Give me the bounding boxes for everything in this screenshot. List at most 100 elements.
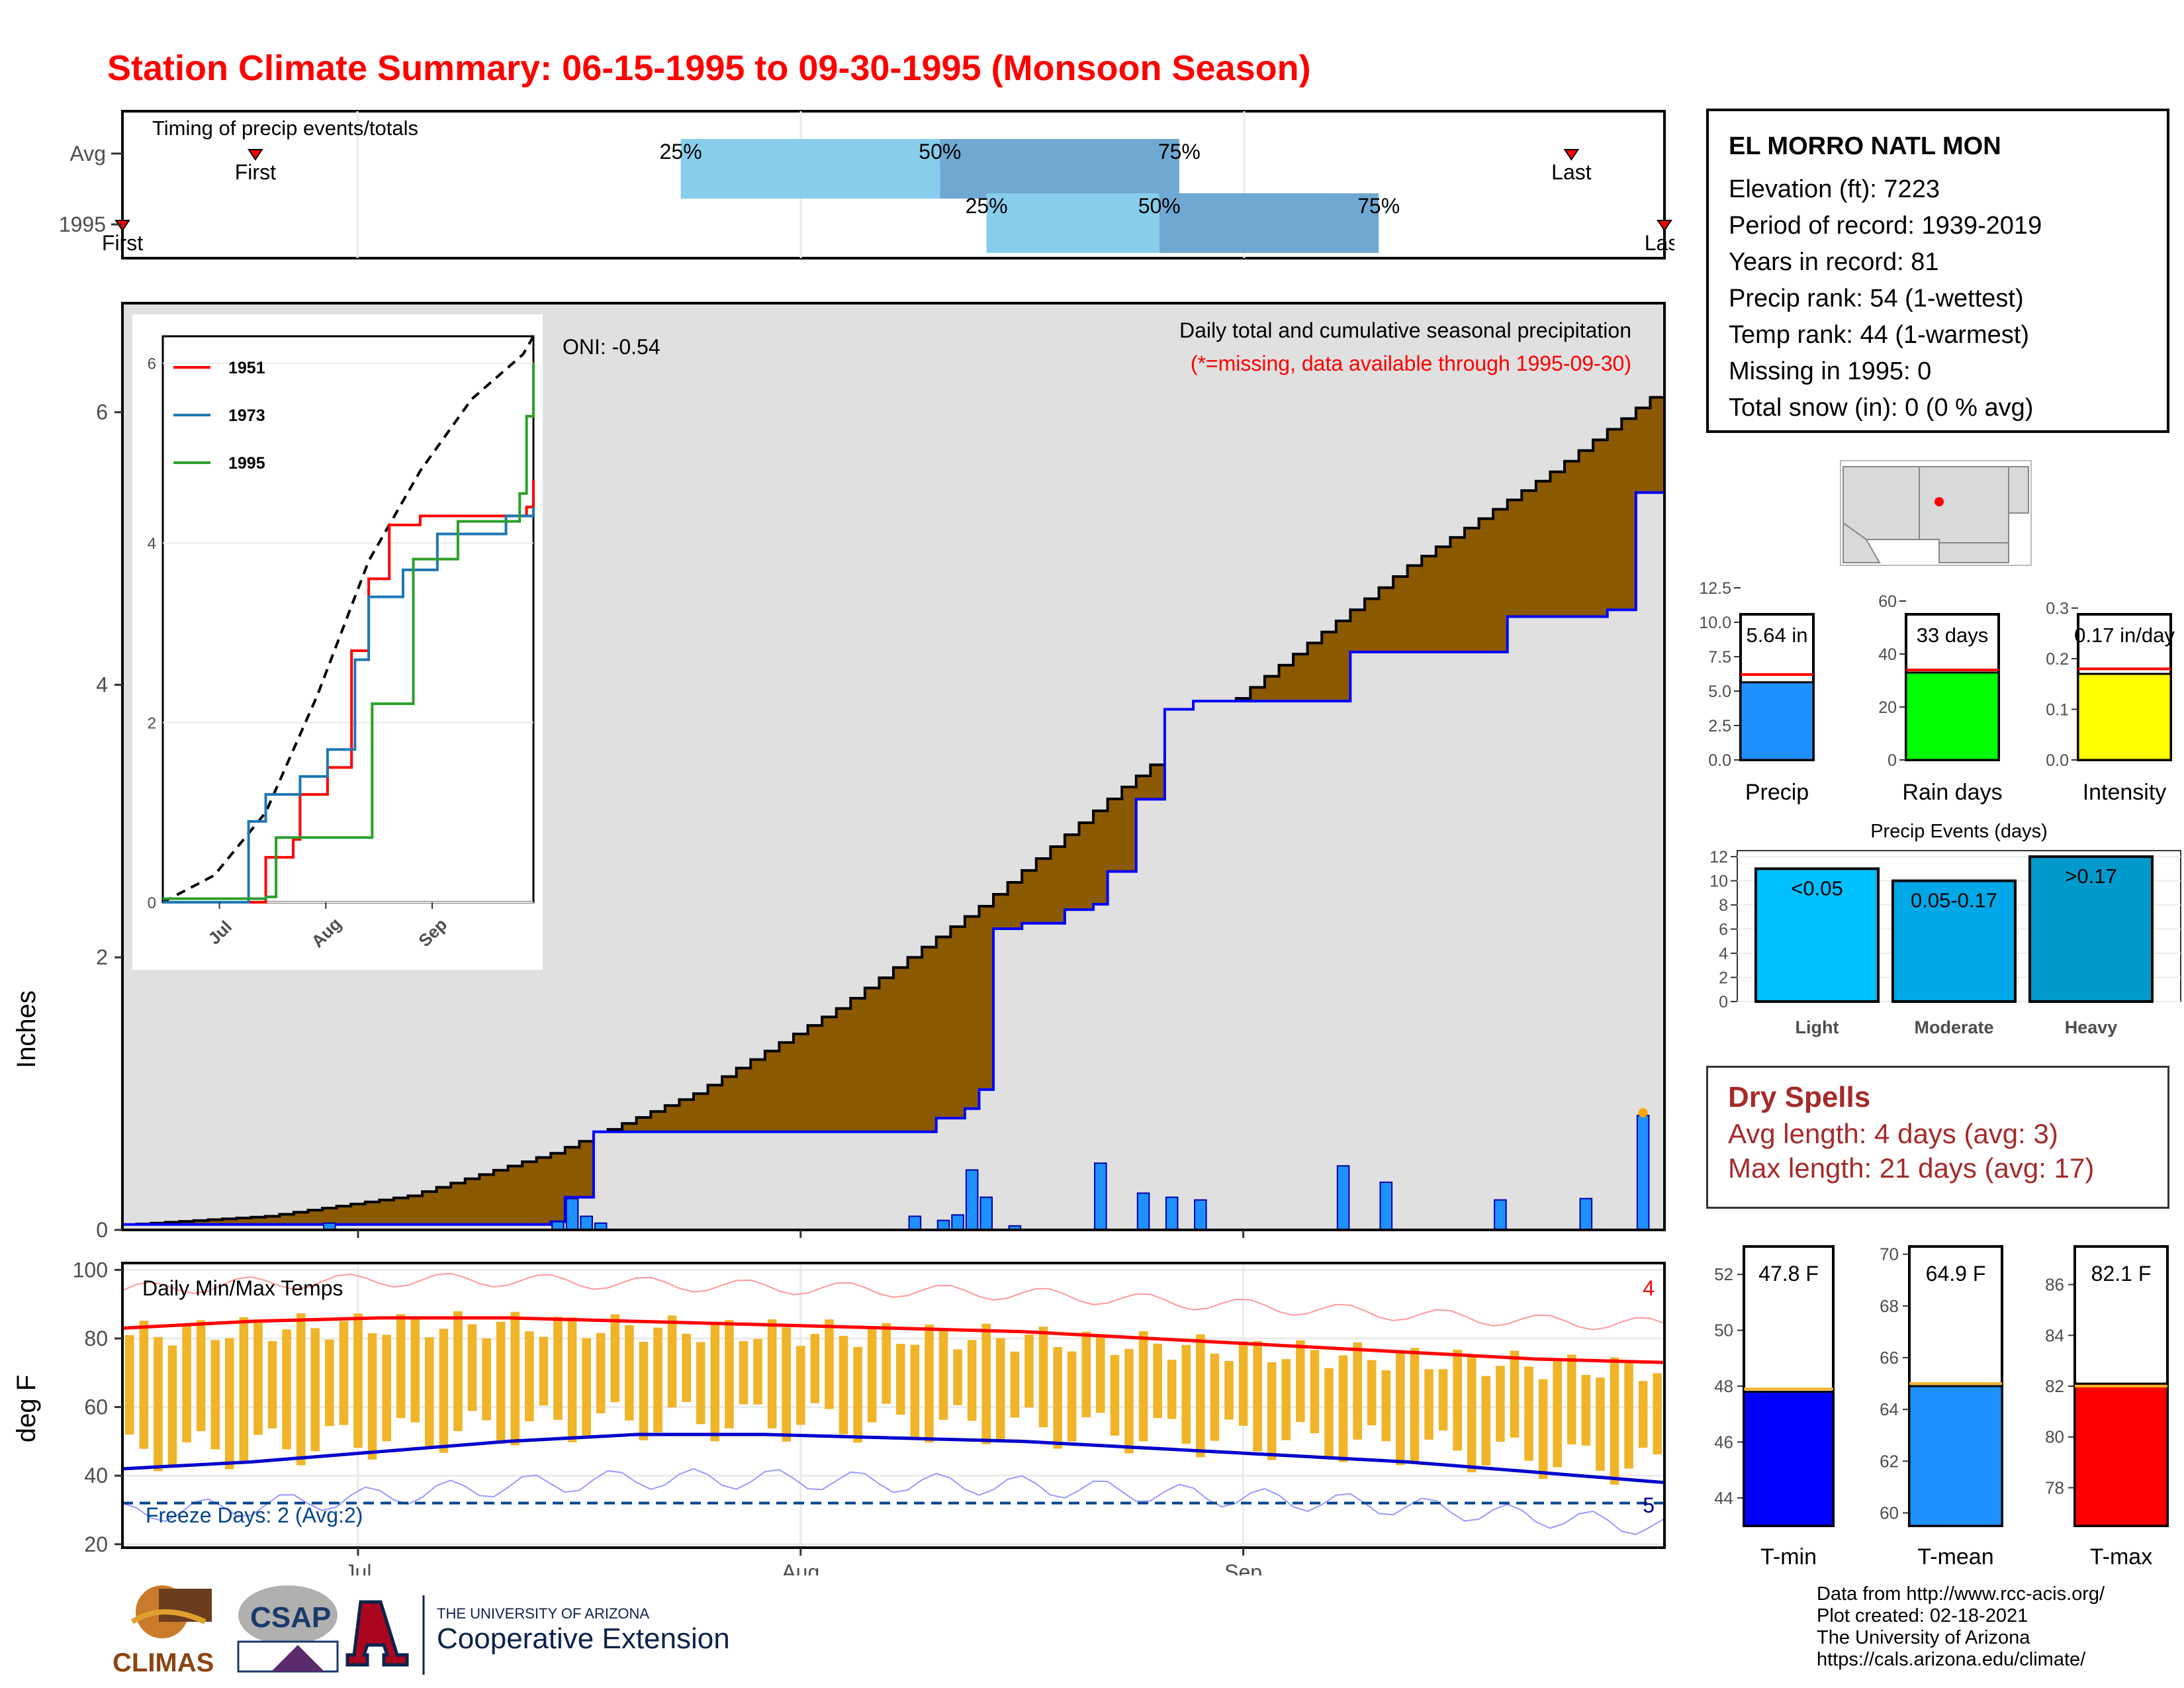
inset-line-Avg <box>162 336 535 904</box>
daily-temp-bar <box>1124 1348 1134 1454</box>
daily-precip-bar <box>580 1215 593 1231</box>
events-category: Heavy <box>2065 1017 2118 1037</box>
daily-temp-bar <box>210 1340 220 1450</box>
temp-sum-value: 64.9 F <box>1926 1262 1986 1286</box>
station-missing: Missing in 1995: 0 <box>1729 357 1932 385</box>
daily-temp-bar <box>1110 1354 1120 1436</box>
daily-temp-bar <box>154 1336 163 1472</box>
freeze-days-label: Freeze Days: 2 (Avg:2) <box>146 1503 363 1527</box>
summary-value: 33 days <box>1917 624 1989 647</box>
station-period: Period of record: 1939-2019 <box>1729 212 2042 240</box>
daily-temp-bar <box>1424 1369 1433 1440</box>
daily-precip-bar <box>1579 1197 1593 1231</box>
temp-x-label: Sep <box>1224 1560 1262 1575</box>
summary-label: Intensity <box>2083 780 2167 805</box>
inset-line-1951 <box>163 480 535 904</box>
y-tick-label: 0 <box>96 1218 108 1242</box>
daily-temp-bar <box>1210 1353 1220 1441</box>
temp-sum-tick-label: 44 <box>1714 1488 1733 1508</box>
timing-first-marker <box>247 149 263 161</box>
daily-temp-bar <box>782 1327 791 1442</box>
daily-temp-bar <box>882 1323 891 1404</box>
timing-bar-25-50 <box>680 139 940 199</box>
daily-temp-bar <box>653 1327 662 1432</box>
temp-sum-tick-label: 82 <box>2045 1376 2064 1396</box>
summary-bar-Rain days <box>1905 671 2000 761</box>
daily-temp-bar <box>567 1317 577 1442</box>
temp-sum-tick-label: 52 <box>1714 1264 1733 1284</box>
daily-temp-bar <box>1324 1368 1334 1459</box>
daily-temp-bar <box>596 1333 606 1414</box>
events-category: Moderate <box>1914 1017 1993 1037</box>
events-bar-Moderate <box>1891 879 2017 1003</box>
temp-sum-bar-T-min <box>1743 1390 1835 1527</box>
summary-tick-label: 0 <box>1888 751 1897 770</box>
daily-temp-bar <box>1281 1359 1291 1440</box>
daily-temp-bar <box>1581 1375 1591 1446</box>
daily-temp-bar <box>182 1325 191 1442</box>
daily-temp-bar <box>267 1340 277 1429</box>
daily-temp-bar <box>739 1340 749 1405</box>
temp-sum-tick-label: 50 <box>1714 1321 1733 1340</box>
temp-sum-bar-T-max <box>2073 1382 2169 1527</box>
inset-legend-label: 1973 <box>228 406 265 425</box>
inset-line-1995 <box>163 363 535 900</box>
daily-temp-bar <box>1038 1327 1048 1428</box>
daily-temp-bar <box>1410 1348 1420 1464</box>
svg-text:Cooperative Extension: Cooperative Extension <box>437 1622 730 1655</box>
daily-temp-bar <box>610 1314 620 1403</box>
timing-row-1995: 1995 <box>59 212 106 236</box>
dry-spells-box: Dry Spells Avg length: 4 days (avg: 3) M… <box>1706 1066 2169 1209</box>
station-years: Years in record: 81 <box>1729 248 1939 276</box>
dry-avg-length: Avg length: 4 days (avg: 3) <box>1728 1118 2058 1149</box>
credit-url: https://cals.arizona.edu/climate/ <box>1817 1649 2086 1670</box>
daily-temp-bar <box>453 1311 463 1431</box>
daily-temp-bar <box>682 1333 691 1403</box>
daily-temp-bar <box>1567 1354 1576 1444</box>
daily-temp-bar <box>582 1338 591 1439</box>
climas-logo: CLIMAS <box>113 1585 214 1677</box>
station-precip-rank: Precip rank: 54 (1-wettest) <box>1729 285 2024 312</box>
svg-text:CSAP: CSAP <box>250 1601 331 1634</box>
daily-temp-bar <box>225 1338 234 1470</box>
daily-temp-bar <box>1224 1361 1234 1420</box>
events-tick-label: 6 <box>1719 921 1728 939</box>
temp-sum-tick-label: 48 <box>1714 1376 1733 1396</box>
timing-label: Timing of precip events/totals <box>152 117 418 140</box>
daily-temp-bar <box>1181 1344 1191 1444</box>
daily-temp-bar <box>1510 1350 1520 1438</box>
daily-temp-bar <box>1167 1360 1177 1419</box>
daily-temp-bar <box>1067 1351 1077 1442</box>
summary-tick-label: 0.0 <box>2046 751 2069 770</box>
temp-sum-value: 82.1 F <box>2091 1262 2152 1286</box>
daily-temp-bar <box>910 1344 920 1440</box>
daily-temp-bar <box>1081 1331 1091 1418</box>
daily-temp-bar <box>667 1315 677 1408</box>
daily-temp-bar <box>796 1346 805 1425</box>
daily-temp-bar <box>625 1325 634 1421</box>
daily-temp-bar <box>1653 1373 1662 1455</box>
summary-tick-label: 60 <box>1878 592 1897 611</box>
precip-main-chart: 0 2 4 6 Inches ONI: -0.54 Daily total and c… <box>12 302 1666 1242</box>
summary-tick-label: 0.3 <box>2046 600 2069 618</box>
station-info-box: EL MORRO NATL MON Elevation (ft): 7223 P… <box>1706 109 2169 433</box>
precip-events-chart: Precip Events (days) 0 2 4 6 8 10 12 <0.05 Light 0… <box>1709 821 2181 1037</box>
daily-precip-bar <box>1094 1162 1107 1231</box>
daily-temp-bar <box>482 1338 491 1421</box>
temp-sum-tick-label: 66 <box>1880 1348 1899 1368</box>
logo-strip: CLIMAS CSAP THE UNIVERSITY OF ARIZONA Co… <box>113 1585 730 1677</box>
daily-temp-bar <box>139 1321 149 1449</box>
temp-count-min: 5 <box>1643 1493 1655 1517</box>
daily-temp-bar <box>1010 1351 1020 1418</box>
temp-sum-tick-label: 78 <box>2045 1477 2064 1497</box>
temp-x-label: Jul <box>345 1560 372 1575</box>
station-elevation: Elevation (ft): 7223 <box>1729 175 1940 203</box>
svg-text:CLIMAS: CLIMAS <box>113 1648 214 1677</box>
summary-tick-label: 40 <box>1878 645 1897 664</box>
daily-temp-bar <box>725 1320 734 1429</box>
daily-temp-bar <box>639 1342 649 1440</box>
daily-temp-bar <box>396 1314 406 1419</box>
temp-sum-tick-label: 60 <box>1880 1503 1899 1523</box>
daily-temp-bar <box>1138 1331 1148 1442</box>
